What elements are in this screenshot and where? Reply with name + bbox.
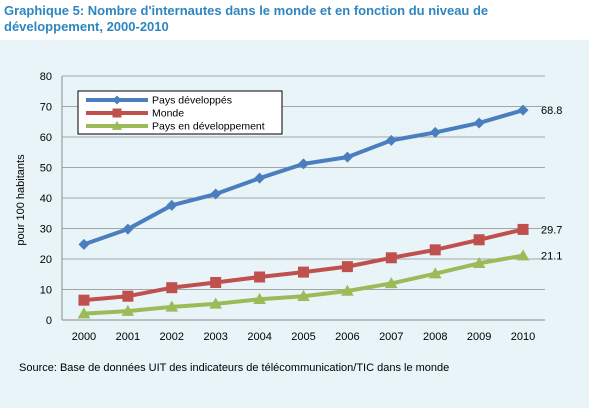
series-1: 29.7 [78,223,562,306]
y-tick-label: 10 [40,285,52,297]
data-point [254,172,266,184]
y-tick-label: 70 [40,102,52,114]
x-tick-label: 2009 [467,331,491,343]
y-tick-label: 40 [40,193,52,205]
data-point [165,300,179,312]
y-tick-label: 60 [40,132,52,144]
x-tick-labels: 2000 2001 2002 2003 2004 2005 2006 2007 2008 2009… [72,331,536,343]
legend-label: Pays en développement [152,121,265,133]
y-tick-label: 0 [46,315,52,327]
end-value-label: 68.8 [541,105,562,117]
data-point [209,297,223,309]
chart-title: Graphique 5: Nombre d'internautes dans l… [4,3,489,34]
data-point [210,276,222,288]
data-point [78,294,90,306]
data-point [254,271,266,283]
data-point [473,117,485,129]
data-point [473,234,485,246]
data-point [428,267,442,279]
data-point [210,188,222,200]
data-point [341,151,353,163]
data-point [385,134,397,146]
series-0: 68.8 [78,104,562,250]
x-tick-label: 2002 [160,331,184,343]
x-tick-label: 2008 [423,331,447,343]
data-point [516,249,530,261]
y-tick-labels: 0 10 20 30 40 50 60 70 80 [40,71,52,327]
data-point [517,223,529,235]
data-point [298,266,309,278]
series-2: 21.1 [77,249,562,319]
source-note: Source: Base de données UIT des indicate… [19,362,450,374]
data-point [253,292,266,305]
data-point [77,307,91,319]
data-point [166,282,178,294]
legend-label: Monde [152,108,184,120]
data-point [122,290,134,302]
series-line [83,253,524,316]
data-point [166,199,178,211]
x-tick-label: 2005 [291,331,315,343]
data-point [121,304,135,316]
data-point [297,289,310,301]
data-point [385,252,397,264]
y-axis-label: pour 100 habitants [15,154,27,246]
data-point [341,284,354,296]
legend-marker [112,108,122,118]
x-tick-label: 2006 [335,331,359,343]
y-tick-label: 30 [40,224,52,236]
data-point [341,261,353,273]
end-value-label: 29.7 [541,224,562,236]
x-tick-label: 2001 [116,331,140,343]
data-point [122,223,134,235]
end-value-label: 21.1 [541,251,562,263]
legend-marker [111,120,123,130]
axes [61,76,545,321]
x-tick-label: 2000 [72,331,96,343]
series-layer: 68.8 29.7 21.1 [77,104,562,319]
data-point [472,256,486,269]
data-point [384,277,398,289]
data-point [429,244,441,256]
data-point [517,104,529,116]
data-point [429,126,441,138]
x-tick-label: 2003 [203,331,227,343]
y-tick-label: 80 [40,71,52,83]
x-tick-label: 2004 [247,331,271,343]
data-point [298,158,309,170]
data-point [78,238,90,250]
y-tick-label: 50 [40,163,52,175]
x-tick-label: 2010 [511,331,535,343]
legend-marker [112,95,122,105]
y-tick-label: 20 [40,254,52,266]
legend-label: Pays développés [152,95,232,107]
x-tick-label: 2007 [379,331,403,343]
